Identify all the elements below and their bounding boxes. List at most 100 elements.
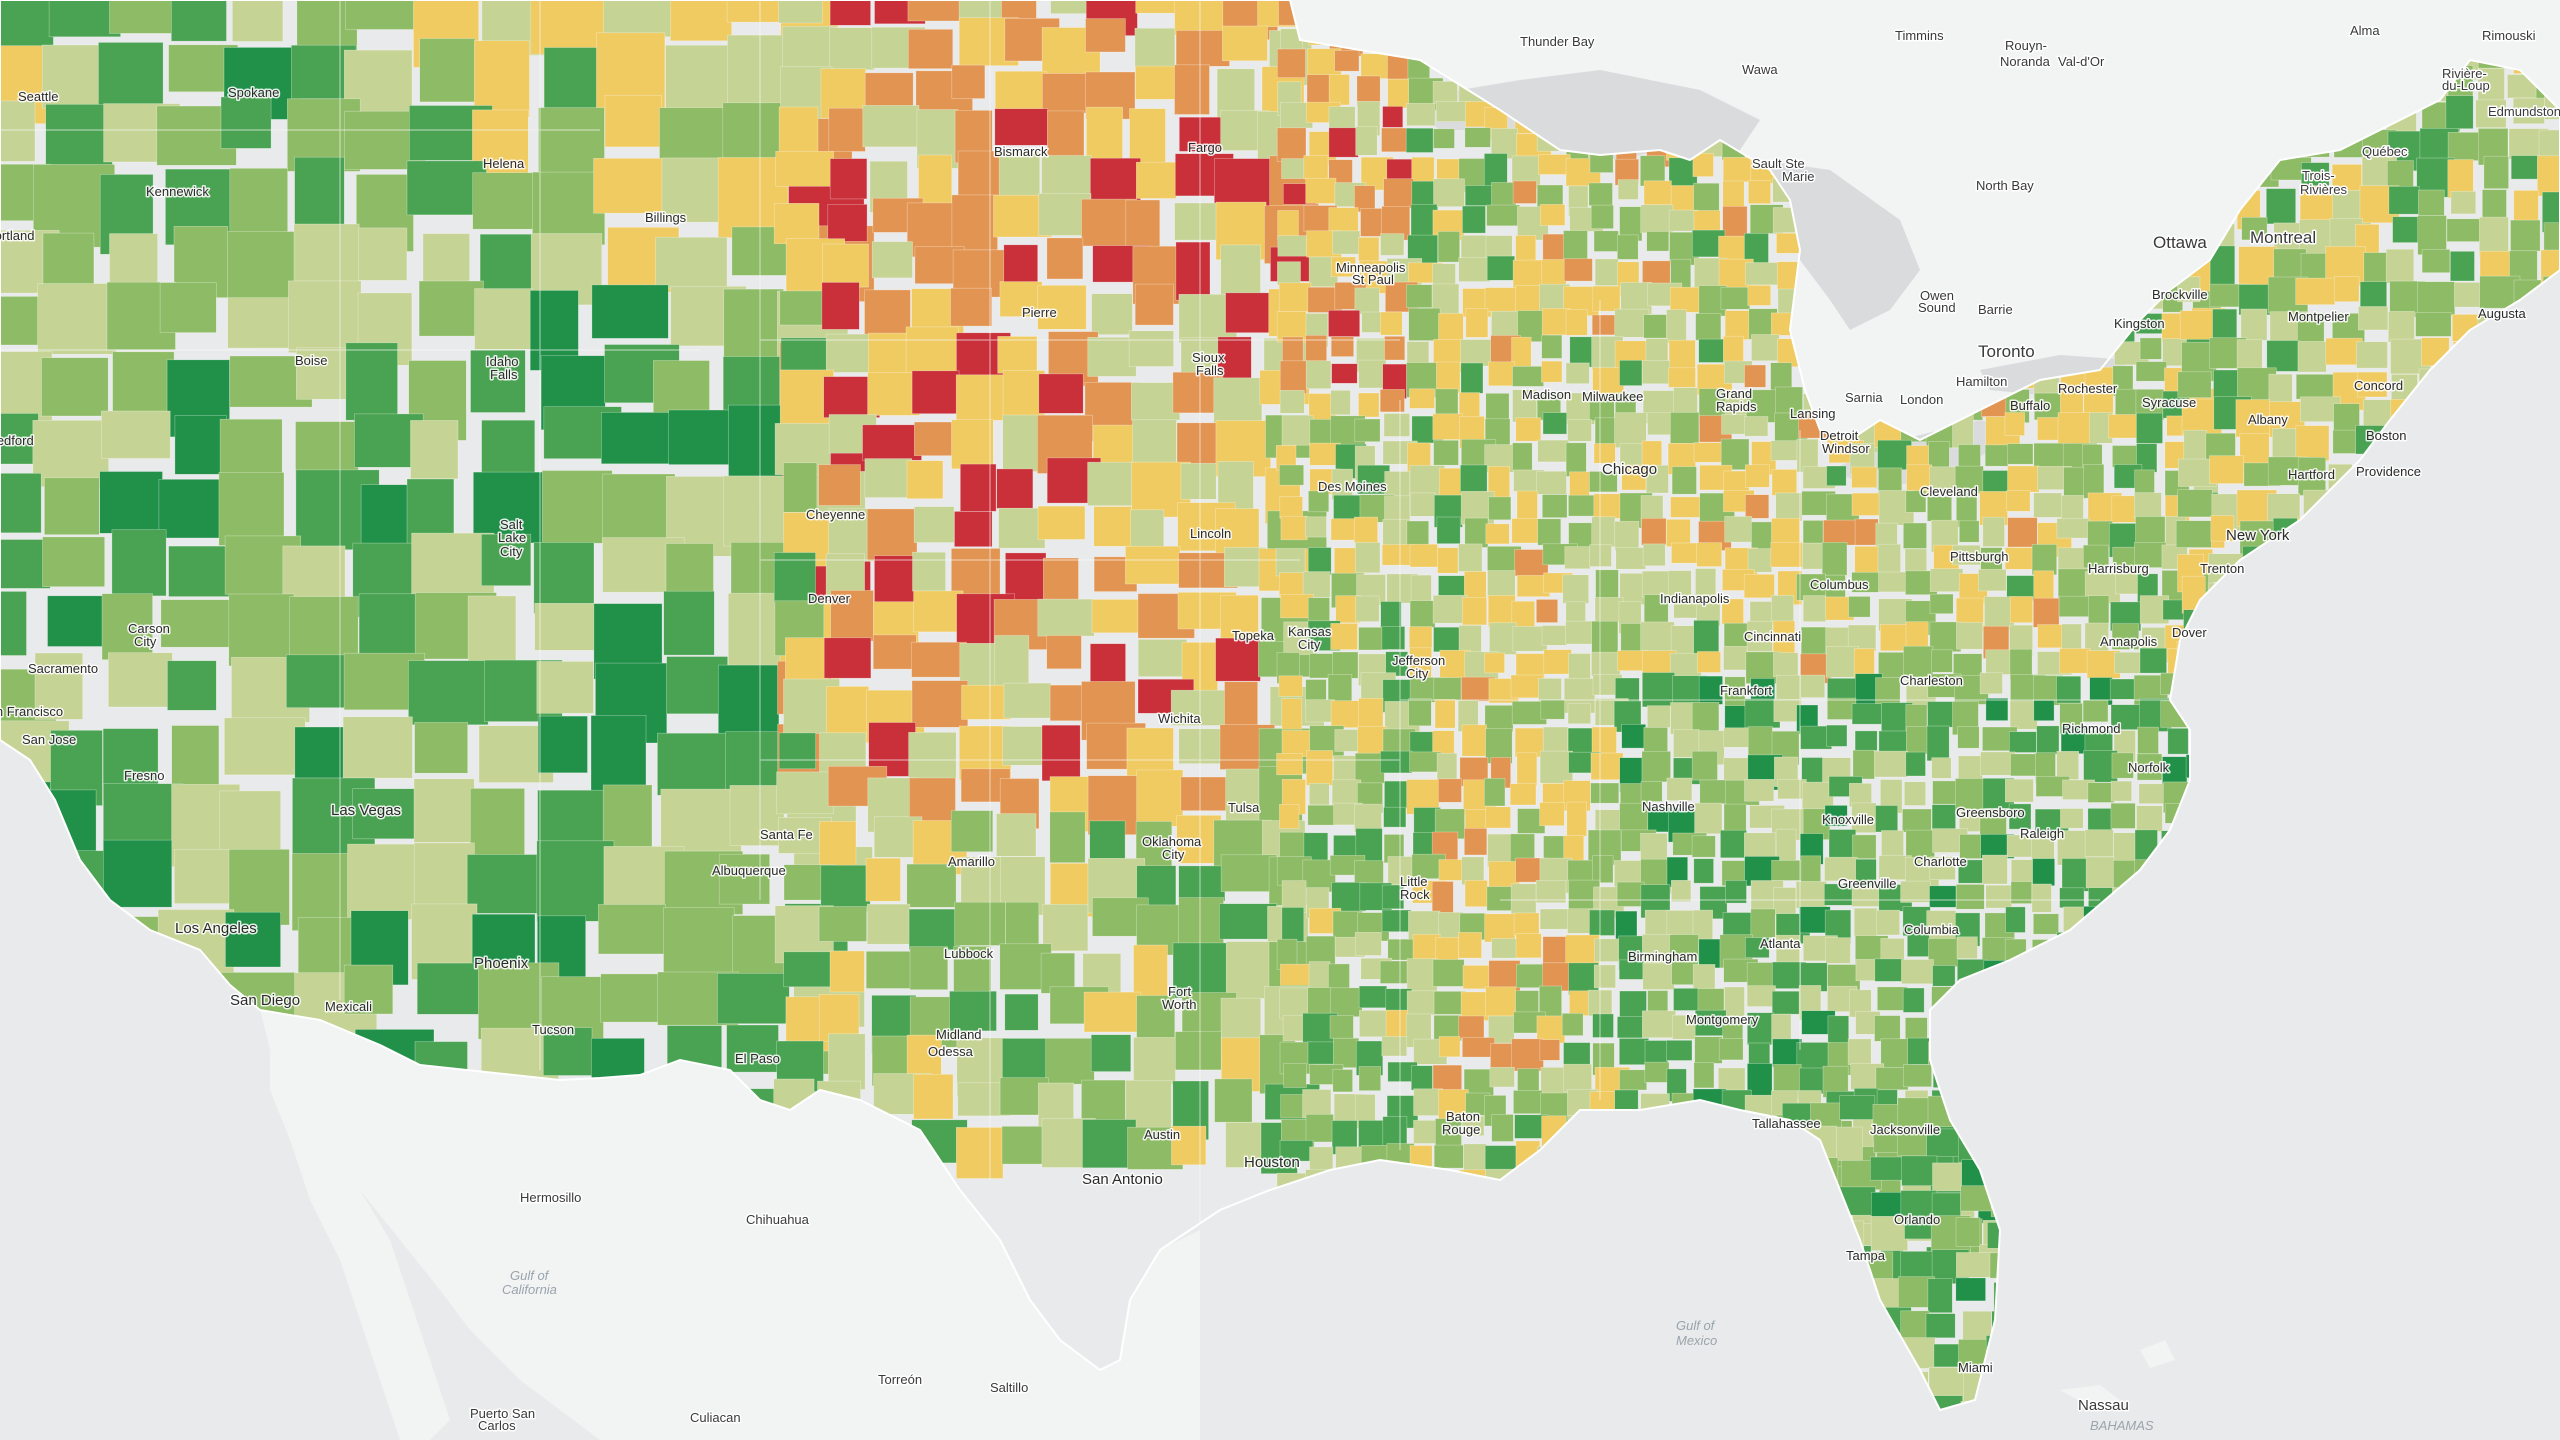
county-tile[interactable] (1615, 547, 1646, 570)
county-tile[interactable] (1437, 231, 1460, 263)
county-tile[interactable] (224, 717, 306, 776)
county-tile[interactable] (2209, 455, 2244, 484)
county-tile[interactable] (414, 722, 469, 774)
county-tile[interactable] (1330, 256, 1356, 277)
county-tile[interactable] (1825, 937, 1851, 964)
county-tile[interactable] (532, 171, 606, 246)
county-tile[interactable] (2135, 361, 2167, 382)
county-tile[interactable] (1332, 230, 1361, 255)
county-tile[interactable] (1643, 180, 1672, 206)
county-tile[interactable] (1590, 204, 1614, 230)
county-tile[interactable] (1541, 334, 1563, 359)
county-tile[interactable] (1512, 442, 1533, 471)
county-tile[interactable] (1458, 257, 1491, 282)
county-tile[interactable] (1666, 518, 1691, 547)
county-tile[interactable] (907, 0, 964, 22)
county-tile[interactable] (1802, 595, 1827, 622)
county-tile[interactable] (1699, 779, 1727, 805)
county-tile[interactable] (1406, 103, 1436, 127)
county-tile[interactable] (1409, 388, 1435, 409)
county-tile[interactable] (1771, 469, 1798, 496)
county-tile[interactable] (829, 27, 875, 71)
county-tile[interactable] (1175, 1031, 1222, 1071)
county-tile[interactable] (1380, 311, 1403, 336)
county-tile[interactable] (1438, 313, 1464, 345)
county-tile[interactable] (1646, 231, 1670, 252)
county-tile[interactable] (1593, 964, 1616, 989)
county-tile[interactable] (1591, 620, 1619, 654)
county-tile[interactable] (1875, 677, 1901, 707)
county-tile[interactable] (1464, 571, 1487, 602)
county-tile[interactable] (1743, 573, 1775, 599)
county-tile[interactable] (950, 548, 1001, 599)
county-tile[interactable] (1409, 600, 1436, 628)
county-tile[interactable] (862, 105, 920, 148)
county-tile[interactable] (1488, 496, 1512, 521)
county-tile[interactable] (1461, 724, 1487, 757)
county-tile[interactable] (1668, 367, 1696, 388)
county-tile[interactable] (1722, 206, 1748, 242)
county-tile[interactable] (1279, 389, 1305, 414)
county-tile[interactable] (1926, 725, 1950, 762)
county-tile[interactable] (288, 280, 362, 353)
county-tile[interactable] (871, 241, 913, 279)
county-tile[interactable] (2056, 518, 2090, 539)
county-tile[interactable] (818, 906, 867, 942)
county-tile[interactable] (1001, 0, 1037, 19)
county-tile[interactable] (1305, 935, 1336, 966)
county-tile[interactable] (358, 593, 417, 663)
county-tile[interactable] (1409, 465, 1446, 498)
county-tile[interactable] (1305, 360, 1332, 390)
county-tile[interactable] (1355, 126, 1378, 156)
county-tile[interactable] (159, 282, 217, 333)
county-tile[interactable] (954, 511, 993, 547)
county-tile[interactable] (1903, 522, 1927, 549)
county-tile[interactable] (778, 0, 823, 24)
county-tile[interactable] (2033, 700, 2055, 722)
county-tile[interactable] (1329, 1015, 1354, 1039)
county-tile[interactable] (1174, 64, 1210, 115)
county-tile[interactable] (1408, 307, 1441, 341)
county-tile[interactable] (1932, 780, 1958, 805)
county-tile[interactable] (1539, 802, 1565, 827)
county-tile[interactable] (1851, 492, 1881, 516)
county-tile[interactable] (1697, 651, 1721, 673)
county-tile[interactable] (1129, 108, 1166, 165)
county-tile[interactable] (1487, 570, 1516, 599)
county-tile[interactable] (778, 732, 816, 770)
county-tile[interactable] (2266, 188, 2297, 225)
county-tile[interactable] (1593, 230, 1619, 252)
county-tile[interactable] (2179, 310, 2218, 340)
county-tile[interactable] (773, 552, 816, 605)
county-tile[interactable] (1509, 783, 1537, 806)
county-tile[interactable] (1385, 1009, 1409, 1041)
county-tile[interactable] (2417, 281, 2456, 316)
county-tile[interactable] (1037, 598, 1095, 637)
county-tile[interactable] (2082, 699, 2109, 723)
county-tile[interactable] (1277, 48, 1306, 79)
county-tile[interactable] (1614, 1089, 1639, 1111)
county-tile[interactable] (0, 0, 54, 48)
county-tile[interactable] (1409, 751, 1442, 773)
county-tile[interactable] (1925, 1313, 1956, 1339)
county-tile[interactable] (1854, 730, 1878, 751)
county-tile[interactable] (2006, 490, 2031, 512)
county-tile[interactable] (2087, 520, 2113, 548)
county-tile[interactable] (1275, 548, 1306, 577)
county-tile[interactable] (779, 290, 823, 326)
county-tile[interactable] (1037, 505, 1086, 540)
county-tile[interactable] (1464, 517, 1489, 548)
county-tile[interactable] (533, 542, 595, 614)
county-tile[interactable] (1561, 1012, 1584, 1036)
county-tile[interactable] (1486, 255, 1515, 281)
county-tile[interactable] (1334, 50, 1360, 72)
county-tile[interactable] (2087, 782, 2115, 803)
county-tile[interactable] (1535, 879, 1567, 903)
county-tile[interactable] (2510, 155, 2540, 180)
county-tile[interactable] (1380, 601, 1402, 629)
county-tile[interactable] (1617, 234, 1639, 260)
county-tile[interactable] (1512, 365, 1544, 387)
county-tile[interactable] (1091, 293, 1133, 336)
county-tile[interactable] (1131, 382, 1181, 421)
